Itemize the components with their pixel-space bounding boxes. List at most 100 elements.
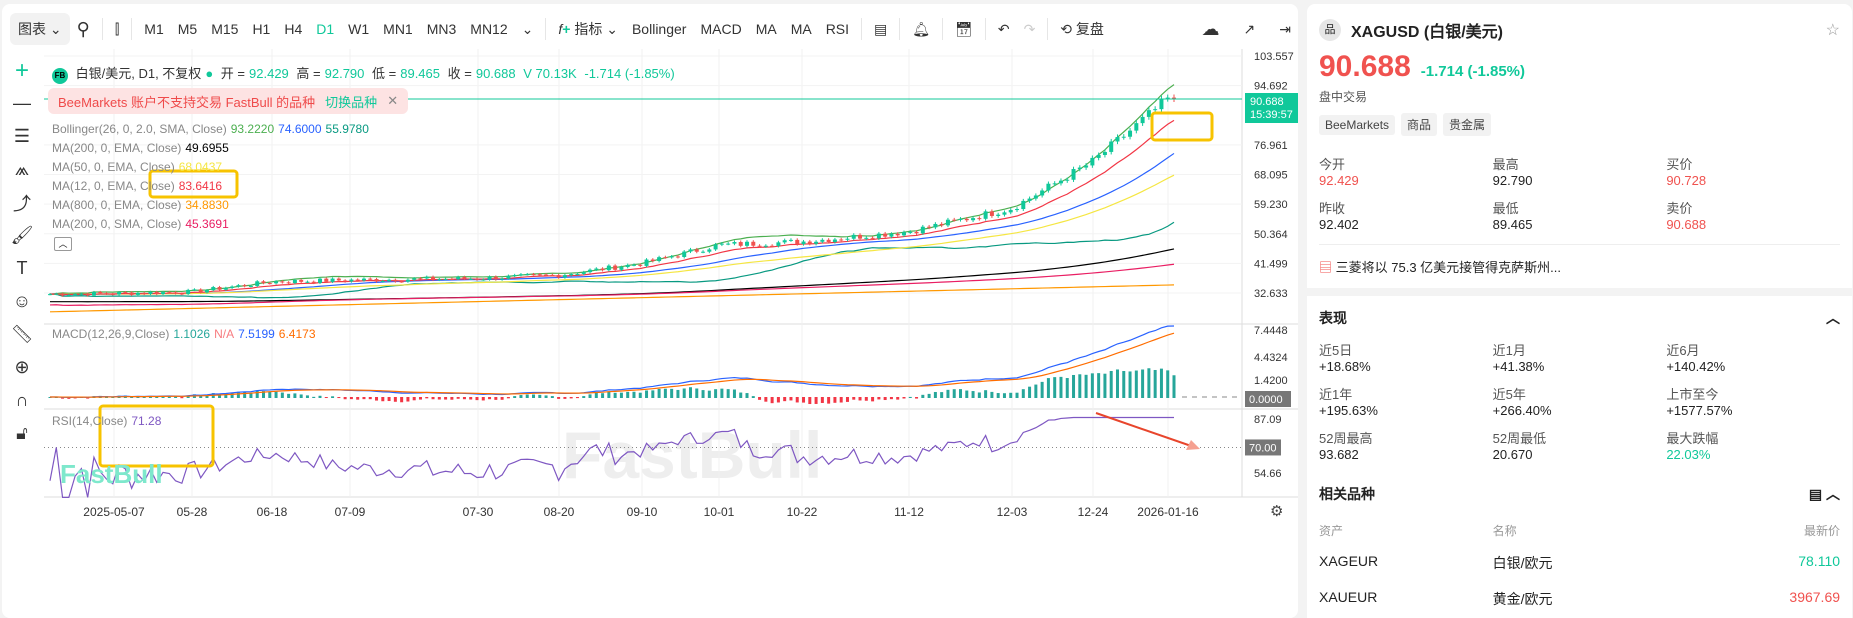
projection-tool-icon[interactable]: ⤴ bbox=[13, 193, 31, 214]
related-row[interactable]: XAUEUR 黄金/欧元 3967.69 bbox=[1319, 589, 1841, 607]
emoji-icon[interactable]: ☺ bbox=[12, 291, 32, 311]
tag[interactable]: BeeMarkets bbox=[1319, 115, 1396, 135]
magnet-icon[interactable]: ∩ bbox=[15, 390, 29, 410]
candle bbox=[1040, 190, 1045, 196]
candle bbox=[851, 234, 856, 239]
candle bbox=[820, 239, 825, 242]
share-icon[interactable]: ↗ bbox=[1243, 20, 1256, 37]
macd-histogram-bar bbox=[833, 397, 837, 403]
tag[interactable]: 贵金属 bbox=[1443, 113, 1492, 136]
candlestick-icon[interactable]: ⫿ bbox=[114, 20, 120, 37]
timeframe-more-chevron-icon[interactable]: ⌄ bbox=[521, 20, 534, 37]
collapse-chevron-icon[interactable]: ︿ bbox=[1826, 310, 1840, 326]
macd-histogram-bar bbox=[356, 397, 360, 400]
indicator-shortcut-rsi[interactable]: RSI bbox=[825, 21, 850, 37]
candle bbox=[562, 275, 567, 278]
indicator-legend[interactable]: MA(800, 0, EMA, Close) 34.8830 bbox=[52, 198, 229, 212]
indicators-button[interactable]: f+ 指标 ⌄ bbox=[558, 21, 618, 37]
macd-histogram-bar bbox=[1065, 378, 1069, 398]
close-icon[interactable]: ✕ bbox=[387, 93, 399, 108]
ruler-icon[interactable]: 📏︎ bbox=[10, 324, 34, 344]
related-row[interactable]: XAGEUR 白银/欧元 78.110 bbox=[1319, 553, 1841, 571]
chart-menu[interactable]: 图表 ⌄ bbox=[10, 13, 70, 45]
candle bbox=[795, 239, 800, 245]
indicator-legend[interactable]: MA(50, 0, EMA, Close) 68.0437 bbox=[52, 160, 223, 174]
indicator-shortcut-bollinger[interactable]: Bollinger bbox=[631, 21, 687, 37]
candle bbox=[318, 278, 323, 283]
collapse-panel-icon[interactable]: ⇥ bbox=[1279, 20, 1291, 37]
timeframe-mn3[interactable]: MN3 bbox=[426, 21, 457, 37]
favorite-star-icon[interactable]: ☆ bbox=[1825, 22, 1840, 39]
timeframe-h1[interactable]: H1 bbox=[252, 21, 271, 37]
crosshair-icon[interactable]: + bbox=[14, 56, 29, 84]
timeframe-mn1[interactable]: MN1 bbox=[383, 21, 413, 37]
timeframe-w1[interactable]: W1 bbox=[348, 21, 370, 37]
text-tool-icon[interactable]: T bbox=[16, 258, 28, 278]
timeframe-m5[interactable]: M5 bbox=[177, 21, 198, 37]
timeframe-mn12[interactable]: MN12 bbox=[470, 21, 508, 37]
macd-histogram-bar bbox=[148, 395, 152, 398]
candle bbox=[91, 292, 96, 296]
macd-histogram-bar bbox=[701, 390, 705, 398]
layout-icon[interactable]: ▤ bbox=[874, 20, 888, 37]
timeframe-h4[interactable]: H4 bbox=[284, 21, 303, 37]
lock-drawings-icon[interactable]: 🔓︎ bbox=[16, 423, 28, 443]
candle bbox=[914, 231, 919, 234]
candle bbox=[1096, 155, 1101, 158]
macd-histogram-bar bbox=[827, 397, 831, 404]
collapse-legend-button[interactable]: ︿ bbox=[54, 237, 72, 251]
replay-button[interactable]: ⟲ 复盘 bbox=[1060, 21, 1104, 37]
indicator-legend[interactable]: MA(12, 0, EMA, Close) 83.6416 bbox=[52, 179, 223, 193]
stat-item: 上市至今 +1577.57% bbox=[1666, 387, 1733, 418]
indicator-shortcut-ma[interactable]: MA bbox=[790, 21, 812, 37]
big-watermark: FastBull bbox=[562, 418, 823, 492]
indicator-shortcut-ma[interactable]: MA bbox=[755, 21, 777, 37]
macd-histogram-bar bbox=[400, 397, 404, 403]
stat-item: 52周最低 20.670 bbox=[1492, 431, 1547, 462]
fib-tool-icon[interactable]: ☰ bbox=[13, 126, 31, 146]
chart-settings-icon[interactable]: ⚙ bbox=[1270, 503, 1284, 520]
news-item[interactable]: ▤ 三菱将以 75.3 亿美元接管得克萨斯州... bbox=[1319, 244, 1840, 288]
cloud-sync-icon[interactable]: ☁ bbox=[1201, 18, 1220, 39]
candle bbox=[575, 273, 580, 275]
macd-histogram-bar bbox=[54, 396, 58, 398]
candle bbox=[154, 291, 159, 295]
line-tool-icon[interactable]: — bbox=[13, 93, 31, 113]
calendar-icon[interactable]: 📅︎ bbox=[955, 20, 973, 37]
macd-histogram-bar bbox=[305, 395, 309, 398]
list-icon[interactable]: ▤ bbox=[1808, 486, 1823, 502]
candle bbox=[73, 294, 78, 296]
indicator-legend[interactable]: MA(200, 0, EMA, Close) 49.6955 bbox=[52, 141, 229, 155]
candle bbox=[858, 234, 863, 239]
macd-histogram-bar bbox=[758, 397, 762, 400]
brush-icon[interactable]: 🖌︎ bbox=[10, 225, 34, 245]
collapse-chevron-icon[interactable]: ︿ bbox=[1826, 486, 1840, 502]
macd-histogram-bar bbox=[594, 392, 598, 398]
indicator-legend[interactable]: MA(200, 0, SMA, Close) 45.3691 bbox=[52, 217, 229, 231]
macd-histogram-bar bbox=[230, 392, 234, 398]
switch-symbol-link[interactable]: 切换品种 bbox=[325, 94, 378, 110]
macd-histogram-bar bbox=[236, 391, 240, 398]
candle bbox=[663, 257, 668, 259]
x-tick-label: 2025-05-07 bbox=[83, 505, 145, 519]
macd-histogram-bar bbox=[506, 397, 510, 399]
alert-bell-icon[interactable]: 🔔︎ bbox=[912, 20, 931, 37]
indicator-legend[interactable]: Bollinger(26, 0, 2.0, SMA, Close) 93.2220… bbox=[52, 122, 369, 136]
timeframe-m1[interactable]: M1 bbox=[144, 21, 164, 37]
candle bbox=[311, 281, 316, 283]
macd-histogram-bar bbox=[783, 397, 787, 402]
candle bbox=[405, 279, 410, 282]
timeframe-d1[interactable]: D1 bbox=[316, 21, 335, 37]
price-tick-label: 68.095 bbox=[1254, 170, 1288, 182]
pattern-tool-icon[interactable]: ⩕ bbox=[14, 159, 30, 179]
x-tick-label: 12-03 bbox=[997, 505, 1028, 519]
redo-icon[interactable]: ↷ bbox=[1023, 20, 1036, 37]
undo-icon[interactable]: ↶ bbox=[997, 20, 1010, 37]
zoom-in-icon[interactable]: ⊕ bbox=[14, 357, 30, 377]
macd-histogram-bar bbox=[952, 389, 956, 398]
timeframe-m15[interactable]: M15 bbox=[211, 21, 239, 37]
tag[interactable]: 商品 bbox=[1401, 113, 1438, 136]
search-icon[interactable]: ⚲ bbox=[76, 18, 90, 39]
indicator-shortcut-macd[interactable]: MACD bbox=[700, 21, 742, 37]
arrow-head bbox=[1186, 440, 1200, 450]
